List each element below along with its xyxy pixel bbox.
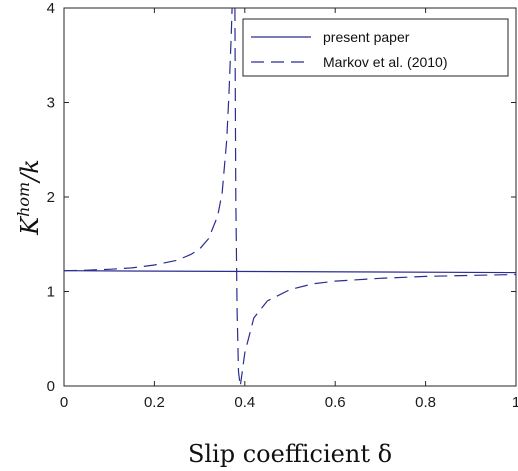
y-axis-label-base: K	[16, 215, 44, 236]
series-layer	[63, 7, 517, 387]
x-tick-label: 0.8	[415, 394, 436, 411]
y-tick-label: 3	[47, 95, 55, 112]
legend: present paper Markov et al. (2010)	[242, 18, 509, 77]
y-tick-label: 2	[47, 189, 55, 206]
x-axis-label: Slip coefficient δ	[188, 440, 392, 468]
series-line-markov-segment-1	[63, 7, 233, 272]
series-line-markov-segment-2	[234, 7, 517, 387]
x-tick-label: 0	[60, 394, 68, 411]
y-axis-label: Khom/k	[14, 159, 44, 236]
y-axis-ticks: 0 1 2 3 4	[47, 0, 516, 395]
legend-label-markov: Markov et al. (2010)	[323, 54, 448, 70]
y-axis-label-sup: hom	[14, 182, 33, 217]
x-tick-label: 0.2	[144, 394, 165, 411]
legend-label-present-paper: present paper	[323, 29, 410, 45]
y-tick-label: 0	[47, 378, 55, 395]
y-axis-label-rest: /k	[16, 159, 44, 184]
x-tick-label: 0.6	[325, 394, 346, 411]
x-tick-label: 1	[512, 394, 518, 411]
series-line-present-paper	[63, 270, 517, 274]
legend-box	[242, 18, 509, 77]
x-tick-label: 0.4	[234, 394, 255, 411]
y-tick-label: 4	[47, 0, 55, 17]
y-tick-label: 1	[47, 284, 55, 301]
x-axis-ticks: 0 0.2 0.4 0.6 0.8 1	[60, 8, 518, 411]
